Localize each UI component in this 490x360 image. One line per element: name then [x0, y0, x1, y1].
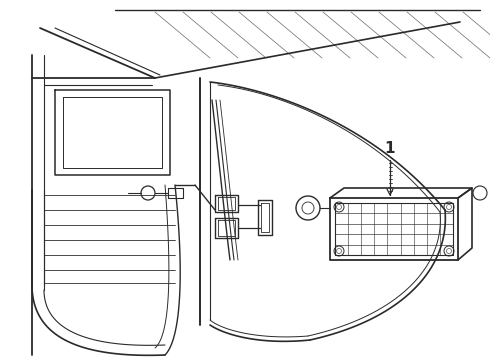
Text: 1: 1: [385, 140, 395, 156]
